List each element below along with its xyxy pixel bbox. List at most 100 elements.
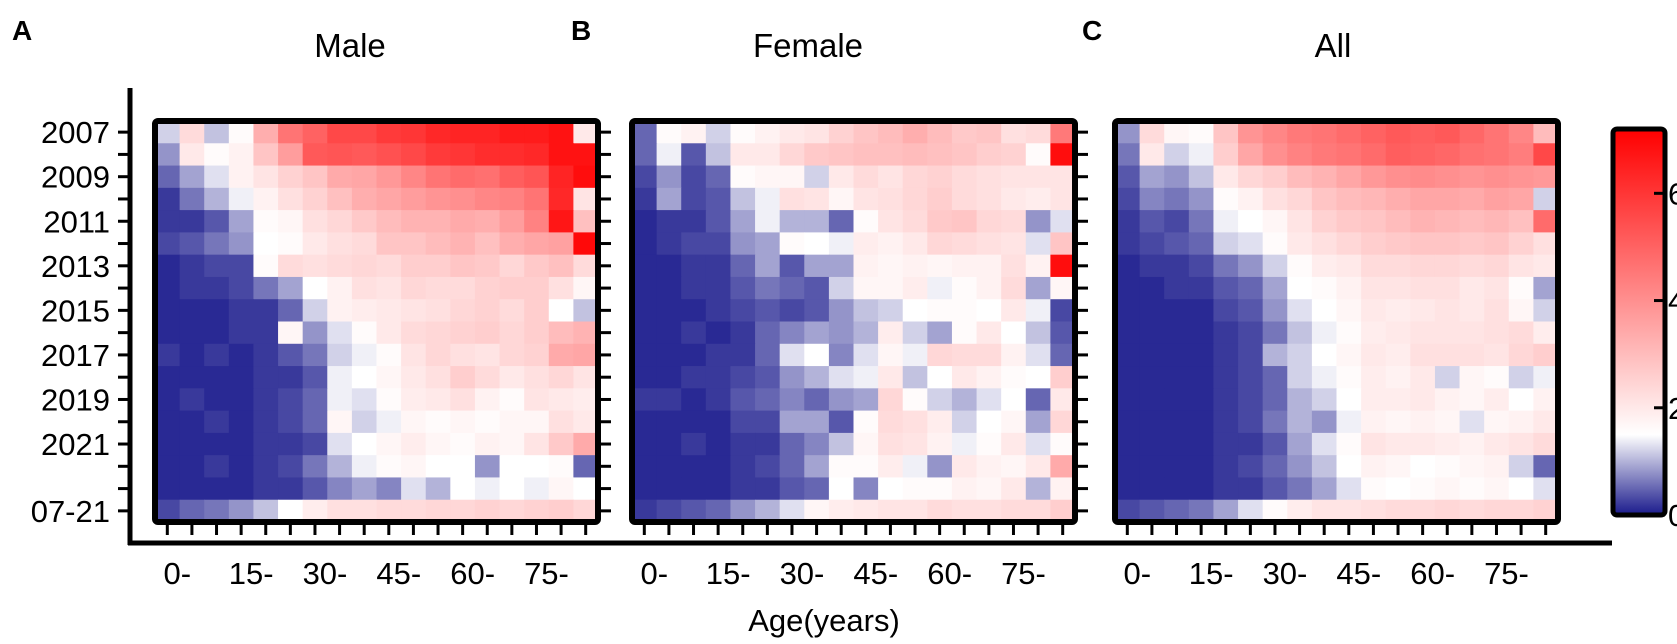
heatmap-cell [1001, 276, 1027, 300]
heatmap-cell [179, 187, 205, 211]
heatmap-cell [1050, 299, 1076, 323]
panel-letter-a: A [12, 15, 32, 46]
heatmap-cell [1238, 366, 1264, 389]
heatmap-cell [755, 254, 781, 278]
heatmap-cell [927, 165, 953, 189]
heatmap-cell [1025, 121, 1051, 144]
heatmap-cell [204, 343, 230, 367]
heatmap-cell [327, 210, 353, 233]
heatmap-cell [1238, 455, 1264, 479]
heatmap-cell [425, 276, 451, 300]
heatmap-cell [656, 388, 682, 412]
heatmap-cell [548, 432, 574, 456]
heatmap-cell [425, 499, 451, 523]
heatmap-cell [351, 165, 378, 189]
heatmap-cell [1484, 232, 1510, 256]
heatmap-cell [1287, 343, 1313, 367]
heatmap-cell [976, 143, 1002, 167]
heatmap-cell [1508, 254, 1534, 278]
heatmap-cell [1459, 143, 1485, 167]
heatmap-cell [548, 321, 574, 345]
heatmap-cell [1238, 299, 1264, 323]
heatmap-cell [927, 343, 953, 367]
heatmap-cell [804, 143, 830, 167]
heatmap-cell [474, 254, 501, 278]
heatmap-cell [902, 187, 928, 211]
heatmap-cell [1336, 477, 1362, 501]
heatmap-cell [179, 410, 205, 434]
heatmap-cell [705, 499, 732, 523]
heatmap-cell [1361, 455, 1387, 479]
heatmap-cell [1434, 299, 1461, 323]
heatmap-cell [779, 121, 805, 144]
heatmap-cell [951, 232, 978, 256]
heatmap-cell [1410, 232, 1436, 256]
heatmap-cell [573, 499, 599, 523]
heatmap-cell [632, 187, 658, 211]
heatmap-cell [730, 366, 756, 389]
heatmap-cell [204, 232, 230, 256]
heatmap-cell [376, 121, 402, 144]
heatmap-cell [573, 165, 599, 189]
heatmap-cell [450, 321, 476, 345]
heatmap-cell [927, 410, 953, 434]
heatmap-cell [1459, 432, 1485, 456]
heatmap-cell [278, 388, 304, 412]
heatmap-cell [1139, 321, 1165, 345]
heatmap-cell [951, 210, 978, 233]
heatmap-cell [376, 210, 402, 233]
heatmap-cell [450, 343, 476, 367]
heatmap-cell [1533, 410, 1559, 434]
heatmap-cell [755, 410, 781, 434]
heatmap-cell [951, 321, 978, 345]
heatmap-cell [253, 121, 279, 144]
heatmap-cell [401, 232, 427, 256]
heatmap-cell [705, 187, 732, 211]
heatmap-cell [656, 187, 682, 211]
heatmap-cell [1434, 276, 1461, 300]
heatmap-cell [499, 477, 525, 501]
heatmap-cell [1262, 366, 1288, 389]
heatmap-cell [681, 210, 707, 233]
heatmap-cell [1533, 232, 1559, 256]
heatmap-cell [474, 321, 501, 345]
x-tick-label: 60- [450, 556, 495, 591]
heatmap-cell [1533, 276, 1559, 300]
heatmap-cell [705, 121, 732, 144]
heatmap-cell [1213, 143, 1239, 167]
x-tick-label: 0- [641, 556, 669, 591]
heatmap-cell [253, 232, 279, 256]
y-tick-label: 2019 [41, 382, 110, 417]
heatmap-cell [1001, 388, 1027, 412]
heatmap-cell [1361, 187, 1387, 211]
heatmap-cell [278, 210, 304, 233]
heatmap-cell [474, 232, 501, 256]
heatmap-cell [548, 455, 574, 479]
heatmap-cell [425, 366, 451, 389]
heatmap-cell [1164, 299, 1190, 323]
heatmap-cell [1508, 499, 1534, 523]
heatmap-cell [1533, 121, 1559, 144]
heatmap-cell [1001, 410, 1027, 434]
heatmap-cell [755, 187, 781, 211]
heatmap-cell [878, 432, 904, 456]
heatmap-cell [1115, 276, 1141, 300]
heatmap-cell [1262, 254, 1288, 278]
heatmap-cell [1508, 232, 1534, 256]
heatmap-cell [632, 232, 658, 256]
heatmap-cell [425, 432, 451, 456]
heatmap-cell [401, 321, 427, 345]
heatmap-cell [779, 210, 805, 233]
heatmap-cell [425, 343, 451, 367]
heatmap-cell [779, 232, 805, 256]
heatmap-cell [755, 210, 781, 233]
heatmap-cell [278, 165, 304, 189]
heatmap-cell [1385, 254, 1411, 278]
heatmap-cell [1508, 455, 1534, 479]
heatmap-cell [573, 254, 599, 278]
heatmap-cell [1410, 499, 1436, 523]
heatmap-cell [425, 410, 451, 434]
heatmap-cell [1361, 388, 1387, 412]
heatmap-cell [278, 477, 304, 501]
